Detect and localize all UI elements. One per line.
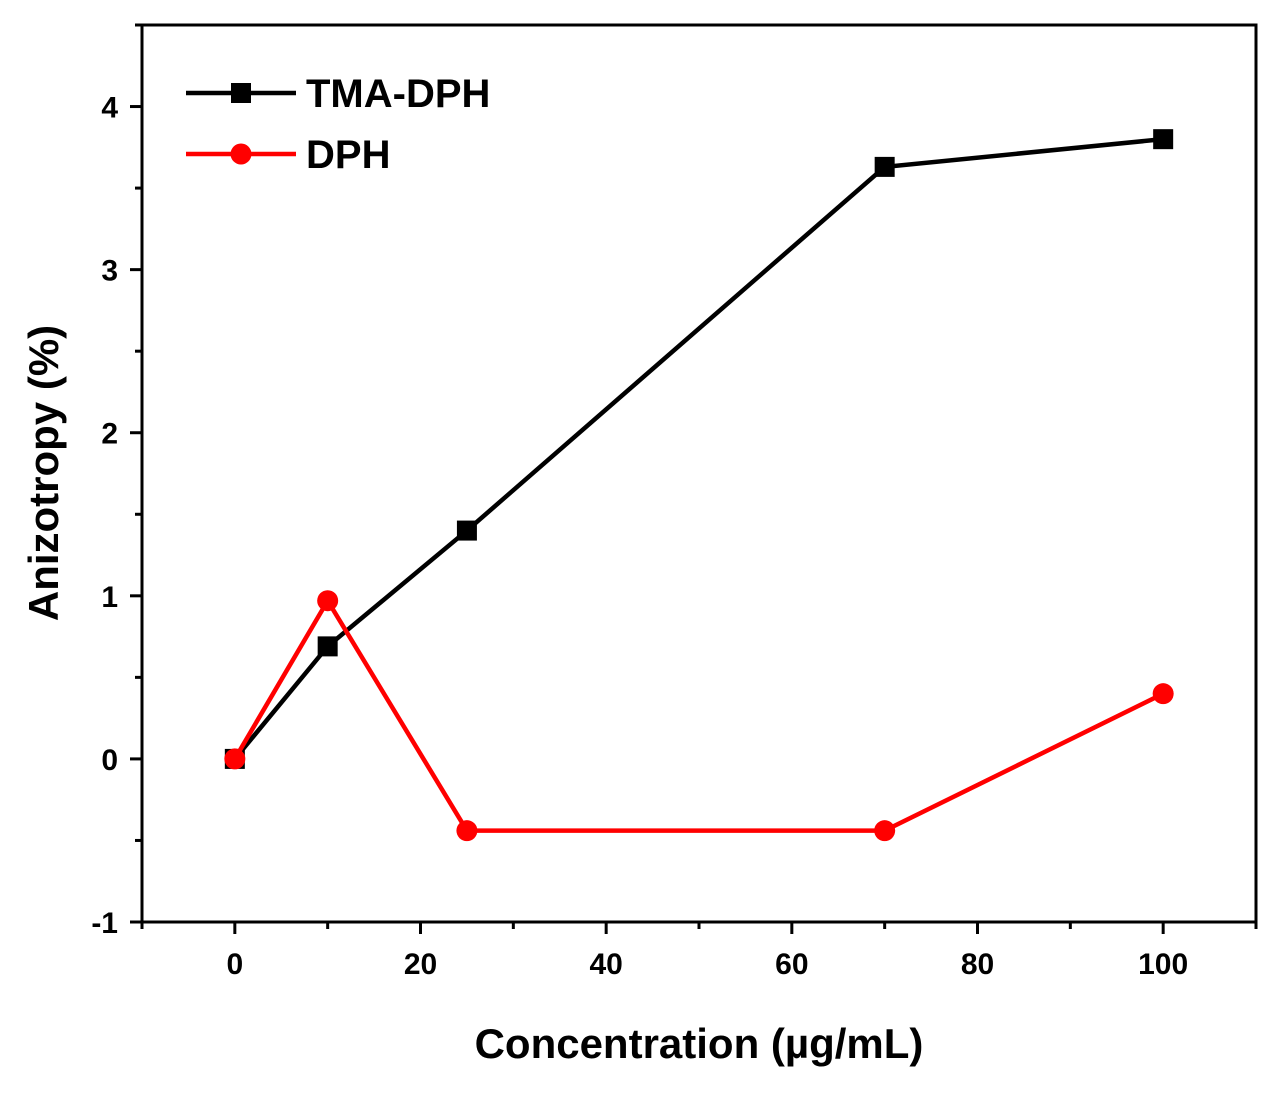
x-tick-label: 60 xyxy=(775,948,808,981)
series-line-dph xyxy=(232,598,1165,833)
y-axis-title: Anizotropy (%) xyxy=(20,325,67,621)
x-tick-label: 0 xyxy=(226,948,243,981)
series-line-tma-dph xyxy=(233,136,1164,761)
series-dph xyxy=(224,590,1174,842)
legend-label-tma-dph: TMA-DPH xyxy=(306,72,490,116)
data-point-dph xyxy=(224,748,246,770)
data-point-tma-dph xyxy=(456,520,477,541)
y-tick-label: 2 xyxy=(101,418,118,451)
x-tick-label: 20 xyxy=(404,948,437,981)
x-tick-label: 40 xyxy=(589,948,622,981)
x-axis-title: Concentration (µg/mL) xyxy=(475,1020,924,1067)
data-point-tma-dph xyxy=(317,636,338,657)
data-point-dph xyxy=(456,820,478,842)
series-layer xyxy=(224,129,1174,842)
y-tick-label: 4 xyxy=(101,92,118,125)
legend: TMA-DPH DPH xyxy=(186,72,490,177)
legend-label-dph: DPH xyxy=(306,133,390,177)
series-tma-dph xyxy=(224,129,1174,769)
x-tick-label: 100 xyxy=(1138,948,1188,981)
x-axis-ticks: 0 20 40 60 80 100 xyxy=(140,922,1258,981)
data-point-tma-dph xyxy=(874,156,895,177)
x-tick-label: 80 xyxy=(961,948,994,981)
data-point-dph xyxy=(317,590,339,612)
legend-marker-tma-dph xyxy=(231,83,251,103)
data-point-dph xyxy=(874,820,896,842)
y-tick-label: 1 xyxy=(101,581,118,614)
y-axis-ticks: -1 0 1 2 3 4 xyxy=(91,23,142,940)
y-tick-label: 0 xyxy=(101,744,118,777)
y-tick-label: -1 xyxy=(91,907,118,940)
data-point-dph xyxy=(1152,683,1174,705)
y-tick-label: 3 xyxy=(101,255,118,288)
legend-marker-dph xyxy=(230,143,252,165)
data-point-tma-dph xyxy=(1153,129,1174,150)
